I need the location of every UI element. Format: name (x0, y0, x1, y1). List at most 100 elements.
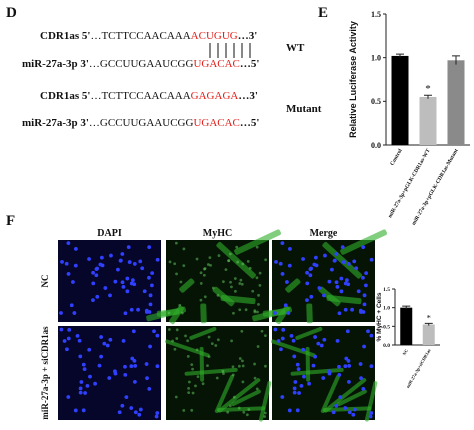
nucleus (133, 364, 138, 368)
nucleus (302, 374, 306, 379)
cell-signal (253, 362, 256, 366)
error-bar (424, 94, 432, 99)
nucleus (327, 279, 332, 284)
cell-signal (224, 268, 228, 272)
cell-signal (236, 260, 240, 264)
nucleus (359, 376, 363, 381)
cell-signal (216, 338, 220, 342)
nucleus (93, 381, 97, 386)
nucleus (352, 407, 357, 412)
nucleus (77, 338, 82, 343)
nucleus (69, 303, 74, 308)
cell-signal (241, 359, 244, 363)
nucleus (147, 387, 152, 391)
nucleus (344, 278, 349, 283)
nucleus (338, 395, 343, 400)
nucleus (124, 395, 129, 400)
seq-end: …3' (238, 90, 258, 102)
annotation: * (425, 83, 431, 95)
nucleus (125, 289, 130, 294)
nucleus (335, 284, 340, 289)
cell-signal (230, 285, 233, 289)
cell-signal (253, 376, 257, 380)
nucleus (292, 354, 297, 359)
nucleus (368, 414, 373, 419)
cell-signal (222, 372, 225, 375)
nucleus (144, 362, 149, 366)
nucleus (327, 369, 331, 374)
nucleus (369, 257, 374, 262)
cell-signal (167, 311, 171, 315)
nucleus (350, 307, 354, 312)
nucleus (309, 294, 314, 299)
cell-signal (178, 303, 182, 307)
sequence-line: miR-27a-3p 3'…GCCUUGAAUCGGUGACAC…5' (22, 58, 259, 70)
nucleus (366, 329, 370, 334)
myotube (340, 229, 387, 255)
cell-signal (175, 337, 179, 340)
nucleus (91, 270, 95, 275)
bar (422, 324, 435, 345)
nucleus (334, 280, 339, 285)
nucleus (131, 329, 136, 334)
nucleus (278, 261, 283, 266)
cell-signal (245, 413, 249, 417)
seq-end: …3' (238, 30, 258, 42)
myotube (169, 305, 184, 325)
nucleus (280, 395, 285, 399)
myotube (200, 303, 207, 324)
nucleus (126, 245, 131, 249)
nucleus (312, 262, 317, 267)
nucleus (123, 311, 128, 316)
seq-end: 5' (82, 90, 91, 102)
nucleus (94, 273, 99, 278)
cell-signal (237, 406, 241, 410)
nucleus (334, 252, 339, 256)
cell-signal (207, 335, 211, 339)
cell-signal (264, 334, 267, 338)
nucleus (103, 286, 108, 290)
cell-signal (182, 247, 186, 251)
nucleus (133, 379, 137, 384)
nucleus (317, 286, 322, 290)
myotube (164, 339, 210, 358)
nucleus (127, 260, 132, 264)
y-tick-label: 1.0 (383, 306, 390, 312)
cell-signal (173, 262, 177, 266)
nucleus (337, 311, 342, 316)
nucleus (281, 327, 286, 332)
nucleus (369, 333, 374, 338)
nucleus (113, 369, 117, 374)
cell-signal (182, 409, 186, 412)
nucleus (99, 255, 104, 260)
nucleus (361, 387, 366, 391)
cell-signal (227, 259, 231, 262)
cell-signal (173, 347, 177, 351)
nucleus (121, 339, 126, 343)
bar (391, 55, 409, 145)
nucleus (73, 263, 78, 268)
cell-signal (257, 293, 260, 297)
nucleus (155, 333, 160, 338)
column-header: Merge (310, 228, 338, 239)
cell-signal (264, 258, 268, 262)
cell-signal (238, 308, 242, 312)
cell-signal (168, 328, 171, 331)
nucleus (60, 259, 64, 264)
cell-signal (238, 282, 242, 285)
nucleus (289, 333, 294, 338)
cell-signal (210, 342, 214, 346)
nucleus (81, 408, 86, 413)
nucleus (91, 281, 96, 286)
myotube (364, 381, 378, 422)
cell-signal (171, 339, 174, 343)
cell-signal (214, 344, 218, 347)
cell-signal (168, 260, 172, 264)
myotube (320, 374, 341, 414)
nucleus (147, 245, 152, 250)
error-bar (396, 53, 404, 58)
nucleus (287, 263, 292, 268)
sequence-line: CDR1as 5'…TCTTCCAACAAAGAGAGA…3' (40, 90, 258, 102)
cell-signal (248, 266, 252, 270)
